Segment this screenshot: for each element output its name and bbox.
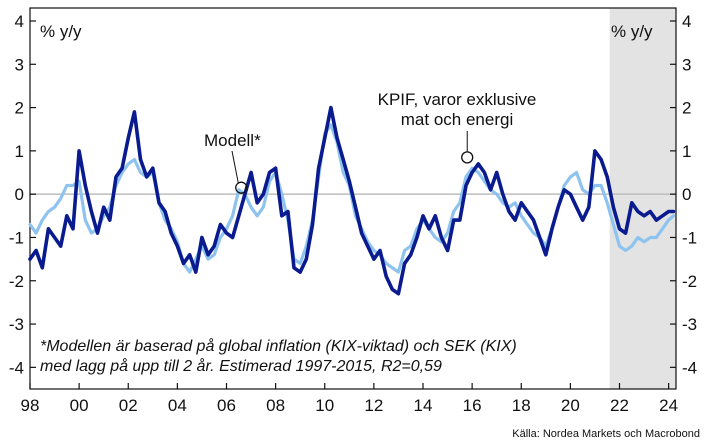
annotation-kpif: KPIF, varor exklusive mat och energi xyxy=(378,90,537,164)
x-tick-label: 02 xyxy=(119,396,138,415)
x-tick-label: 12 xyxy=(364,396,383,415)
x-tick-label: 24 xyxy=(659,396,678,415)
x-tick-label: 08 xyxy=(266,396,285,415)
annotation-kpif-text-line-2: mat och energi xyxy=(401,110,513,129)
y-tick-label-right: -2 xyxy=(682,272,697,291)
x-tick-label: 10 xyxy=(315,396,334,415)
source-text: Källa: Nordea Markets och Macrobond xyxy=(512,428,700,440)
y-tick-label-left: -2 xyxy=(9,272,24,291)
annotation-model-leader xyxy=(231,150,239,183)
forecast-shade xyxy=(609,8,676,389)
y-tick-label-right: 1 xyxy=(682,142,691,161)
y-tick-label-left: 4 xyxy=(15,12,24,31)
y-tick-label-left: 3 xyxy=(15,55,24,74)
y-axis-left: 4 3 2 1 0 -1 -2 -3 -4 xyxy=(9,12,36,377)
x-tick-label: 14 xyxy=(414,396,433,415)
y-tick-label-right: 0 xyxy=(682,185,691,204)
x-tick-label: 06 xyxy=(217,396,236,415)
x-tick-label: 98 xyxy=(21,396,40,415)
series-lines xyxy=(28,105,676,296)
x-axis: 98 00 02 04 06 08 10 12 14 16 18 20 22 24 xyxy=(21,383,678,415)
y-axis-label-left: % y/y xyxy=(40,22,82,41)
x-tick-label: 16 xyxy=(463,396,482,415)
annotation-kpif-marker xyxy=(461,151,474,164)
annotation-model-text: Modell* xyxy=(204,131,261,150)
series-line-kpif xyxy=(28,105,676,296)
y-tick-label-left: -4 xyxy=(9,358,24,377)
y-tick-label-right: -4 xyxy=(682,358,697,377)
x-tick-label: 22 xyxy=(610,396,629,415)
y-tick-label-left: -1 xyxy=(9,228,24,247)
y-tick-label-left: 1 xyxy=(15,142,24,161)
y-tick-label-right: 2 xyxy=(682,99,691,118)
annotation-kpif-text-line-1: KPIF, varor exklusive xyxy=(378,90,537,109)
y-tick-label-left: 0 xyxy=(15,185,24,204)
y-axis-right: 4 3 2 1 0 -1 -2 -3 -4 xyxy=(670,12,697,377)
footnote-line-1: *Modellen är baserad på global inflation… xyxy=(40,337,517,355)
y-tick-label-right: 3 xyxy=(682,55,691,74)
annotation-model: Modell* xyxy=(204,131,261,194)
annotation-model-marker xyxy=(235,181,248,194)
y-tick-label-left: -3 xyxy=(9,315,24,334)
y-tick-label-right: -1 xyxy=(682,228,697,247)
plot-frame xyxy=(29,7,677,390)
y-tick-label-right: 4 xyxy=(682,12,691,31)
y-tick-label-right: -3 xyxy=(682,315,697,334)
y-tick-label-left: 2 xyxy=(15,99,24,118)
y-axis-label-right: % y/y xyxy=(611,22,653,41)
x-tick-label: 00 xyxy=(70,396,89,415)
x-tick-label: 04 xyxy=(168,396,187,415)
x-tick-label: 18 xyxy=(512,396,531,415)
x-tick-label: 20 xyxy=(561,396,580,415)
footnote-line-2: med lagg på upp till 2 år. Estimerad 199… xyxy=(40,357,442,375)
